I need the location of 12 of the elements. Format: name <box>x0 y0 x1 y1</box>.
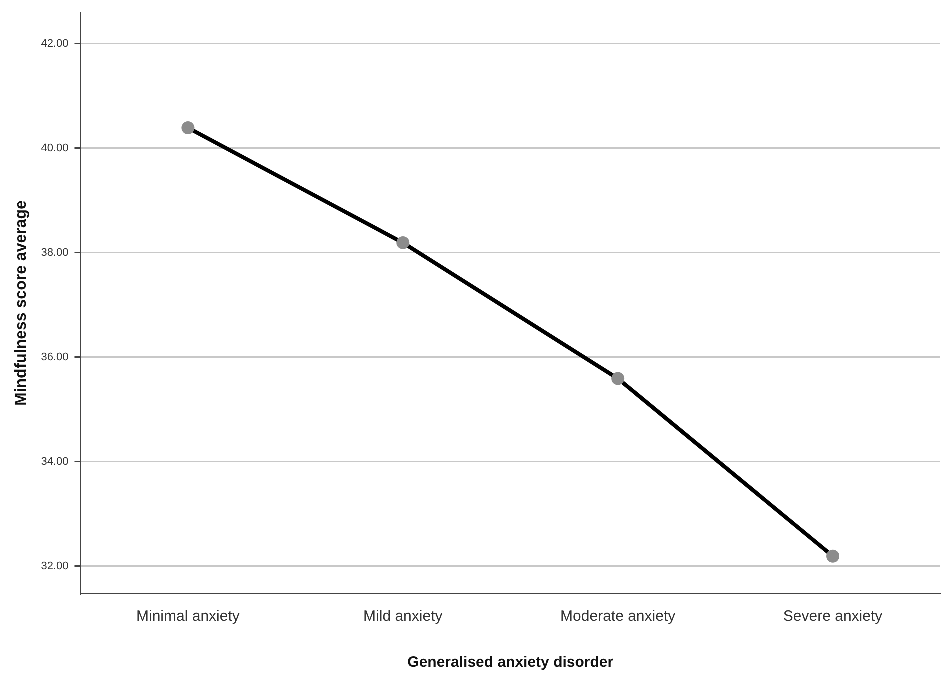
y-tick-label: 32.00 <box>41 560 69 572</box>
y-tick-label: 38.00 <box>41 246 69 259</box>
x-tick-label: Moderate anxiety <box>560 608 676 626</box>
y-tick-label: 42.00 <box>41 38 69 50</box>
y-tick-label: 34.00 <box>41 456 69 468</box>
x-tick-label: Minimal anxiety <box>136 608 240 626</box>
x-tick-label: Mild anxiety <box>364 608 444 626</box>
x-axis-title: Generalised anxiety disorder <box>408 654 614 672</box>
x-tick-label: Severe anxiety <box>783 608 884 626</box>
y-tick-label: 36.00 <box>41 351 69 364</box>
y-axis-title: Mindfulness score average <box>13 200 30 406</box>
y-tick-label: 40.00 <box>41 142 69 154</box>
